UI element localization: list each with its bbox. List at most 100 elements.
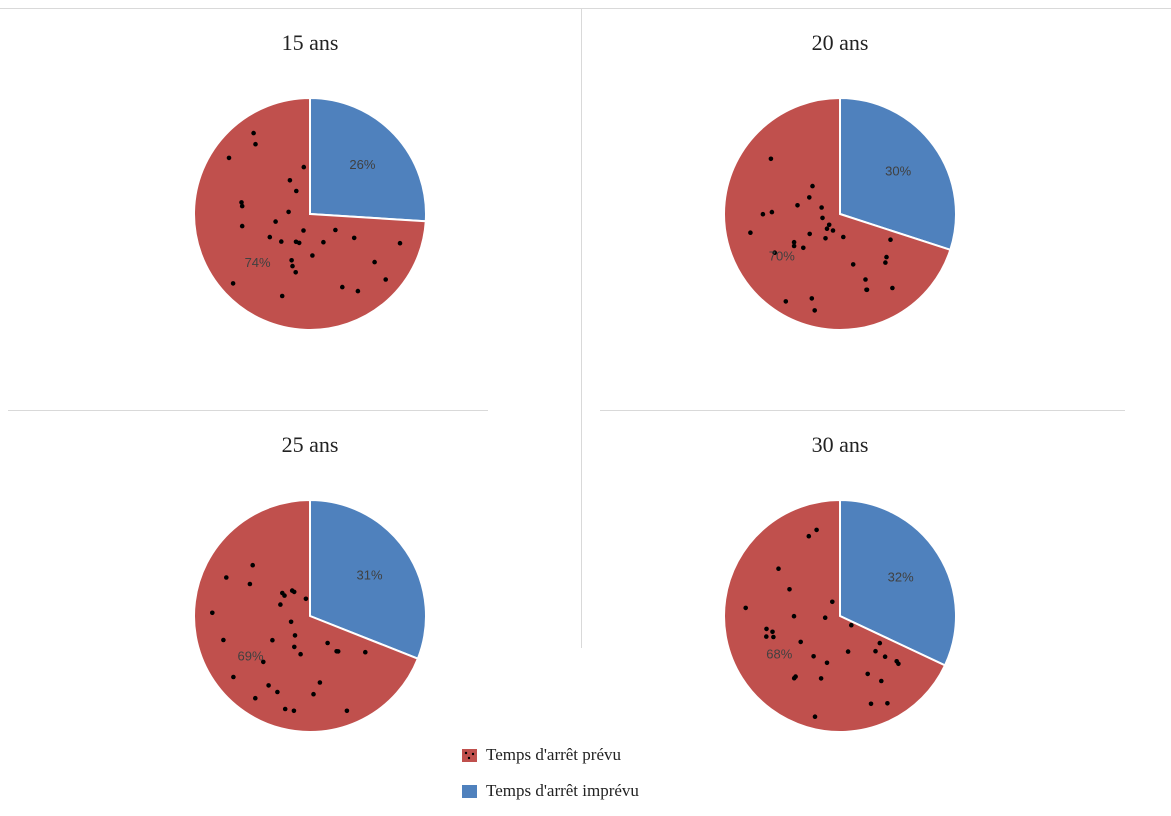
pattern-dot [830, 228, 836, 233]
data-label-unplanned: 26% [349, 157, 375, 172]
pattern-dot [850, 262, 856, 267]
pattern-dot [293, 239, 299, 245]
pattern-dot [807, 231, 812, 237]
pattern-dot [760, 211, 766, 217]
pattern-dot [826, 222, 832, 228]
pattern-dot [879, 678, 884, 684]
legend-item-unplanned: Temps d'arrêt imprévu [462, 780, 639, 802]
pie-slice-unplanned [839, 96, 957, 252]
pattern-dot [818, 676, 824, 681]
top-rule [0, 8, 1171, 9]
pattern-dot [290, 263, 295, 269]
pattern-dot [278, 602, 283, 607]
pie-panel-15: 15 ans 26% 74% [20, 4, 600, 404]
pattern-dot [820, 215, 825, 221]
pattern-dot [325, 640, 330, 646]
pattern-dot [783, 299, 789, 304]
pattern-dot [230, 281, 236, 286]
pattern-dot [824, 226, 830, 231]
data-label-planned: 69% [237, 648, 263, 663]
pattern-dot [351, 235, 357, 241]
pattern-dot [791, 613, 797, 619]
pattern-dot [226, 155, 232, 161]
pattern-dot [883, 260, 888, 265]
pattern-dot [288, 619, 294, 625]
pattern-dot [266, 683, 271, 688]
pattern-dot [868, 701, 874, 707]
pattern-dot [286, 209, 291, 215]
chart-title: 20 ans [811, 30, 869, 55]
pattern-dot [239, 223, 245, 229]
pattern-dot [251, 130, 256, 136]
pattern-dot [807, 195, 812, 200]
pattern-dot [344, 708, 350, 714]
pattern-dot [267, 234, 273, 240]
pattern-dot [273, 219, 278, 224]
pattern-dot [253, 695, 258, 701]
pattern-dot [885, 701, 890, 706]
pattern-dot [863, 277, 868, 282]
data-label-unplanned: 30% [885, 164, 911, 179]
pattern-dot [317, 680, 323, 685]
pattern-dot [383, 277, 389, 282]
pattern-dot [812, 308, 817, 313]
pie-chart: 31% 69% [193, 498, 427, 733]
pattern-dot [888, 237, 893, 242]
pattern-dot [293, 270, 299, 275]
pattern-dot [806, 533, 812, 539]
pie-slice-planned [723, 96, 952, 331]
pattern-dot [819, 205, 824, 210]
vertical-divider [581, 8, 582, 648]
pie-chart: 30% 70% [723, 96, 957, 331]
pie-chart: 32% 68% [723, 498, 957, 733]
pattern-dot [849, 622, 854, 628]
pattern-dot [321, 239, 326, 245]
pattern-dot [289, 588, 295, 593]
legend-label-planned: Temps d'arrêt prévu [486, 745, 621, 764]
pattern-dot [776, 566, 781, 571]
pattern-dot [334, 649, 339, 654]
pattern-dot [279, 293, 285, 299]
pattern-dot [809, 296, 815, 301]
pie-chart: 26% 74% [193, 96, 427, 331]
pie-panel-20: 20 ans 30% 70% [550, 4, 1130, 404]
pattern-dot [282, 593, 287, 598]
pattern-dot [363, 649, 368, 655]
pattern-dot [865, 671, 870, 677]
pattern-dot [355, 288, 361, 294]
pattern-dot [231, 674, 236, 680]
legend-swatch-unplanned [462, 784, 477, 798]
chart-title: 30 ans [811, 432, 869, 457]
pattern-dot [787, 587, 792, 592]
pattern-dot [814, 527, 819, 533]
pattern-dot [372, 259, 377, 265]
pie-panel-30: 30 ans 32% 68% [550, 406, 1130, 806]
pattern-dot [298, 651, 303, 657]
pie-slice-planned [193, 498, 420, 733]
pattern-dot [221, 637, 226, 643]
pattern-dot [239, 203, 245, 209]
pattern-dot [247, 581, 253, 587]
pattern-dot [282, 706, 288, 712]
pie-slice-unplanned [309, 96, 427, 223]
pattern-dot [250, 562, 255, 568]
pattern-dot [791, 239, 797, 245]
pattern-dot [841, 234, 846, 240]
pattern-dot [333, 227, 338, 233]
pattern-dot [770, 629, 775, 635]
pie-slice-planned [193, 96, 427, 331]
pattern-dot [310, 253, 315, 258]
pattern-dot [791, 675, 797, 681]
pattern-dot [301, 228, 306, 233]
pattern-dot [292, 644, 297, 650]
pattern-dot [748, 230, 753, 235]
pattern-dot [303, 596, 309, 602]
pattern-dot [791, 243, 797, 249]
pie-slice-unplanned [309, 498, 427, 661]
pattern-dot [864, 287, 870, 293]
pattern-dot [769, 209, 775, 215]
pattern-dot [798, 639, 803, 645]
pie-slice-planned [723, 498, 947, 733]
legend: Temps d'arrêt prévu Temps d'arrêt imprév… [462, 744, 639, 816]
pattern-dot [772, 250, 777, 255]
